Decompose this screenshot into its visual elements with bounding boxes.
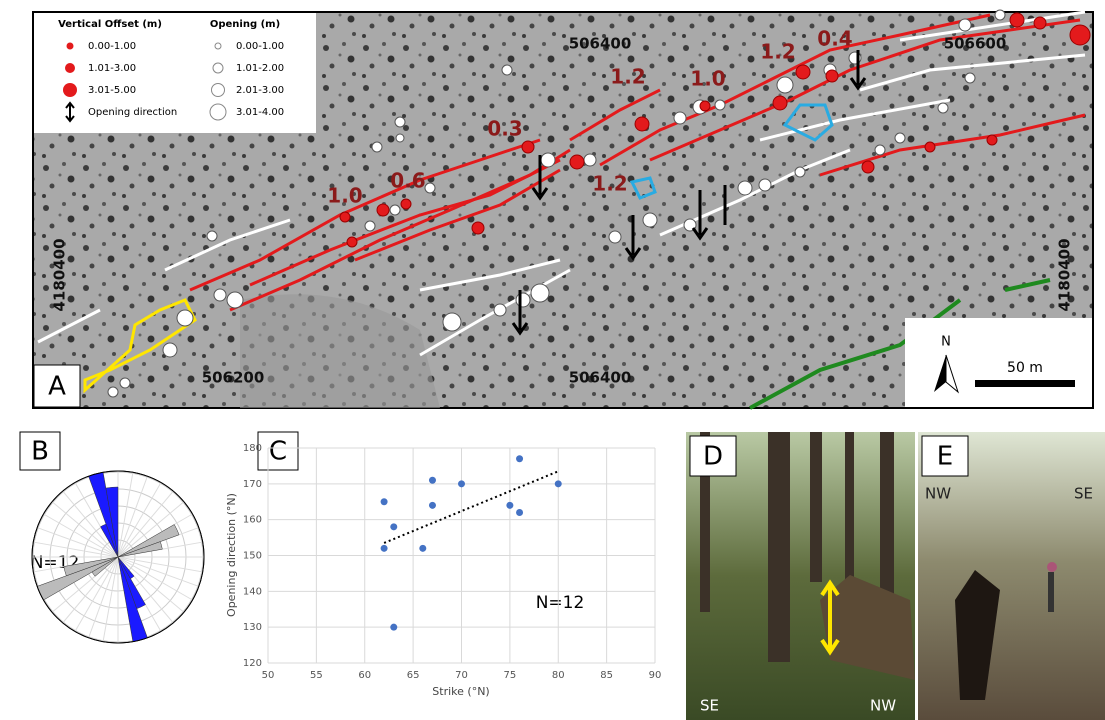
coord-label: 506200 <box>202 369 265 387</box>
x-tick-label: 85 <box>600 670 613 681</box>
map-panel: 1.0 0.6 0.3 1.2 1.2 1.0 1.2 0.4 506400 5… <box>33 10 1093 408</box>
y-tick-label: 180 <box>243 443 262 454</box>
x-tick-label: 65 <box>407 670 420 681</box>
coord-label: 4180400 <box>1056 238 1074 311</box>
trendline <box>384 471 558 543</box>
y-tick-label: 170 <box>243 479 262 490</box>
photo-label: SE <box>700 697 719 715</box>
photo-label: NW <box>925 485 951 503</box>
scale-box <box>905 318 1092 407</box>
panel-label: B <box>31 437 49 467</box>
person <box>1047 562 1057 572</box>
photo-label: NW <box>870 697 896 715</box>
legend-symbol <box>63 83 77 97</box>
coord-label: 506400 <box>569 35 632 53</box>
legend-title: Vertical Offset (m) <box>58 19 162 30</box>
x-tick-label: 60 <box>358 670 371 681</box>
offset-label: 0.6 <box>390 169 425 193</box>
legend-item: 3.01-4.00 <box>236 107 284 118</box>
panel-label: C <box>269 437 287 467</box>
scatter-point <box>555 480 562 487</box>
offset-label: 1.2 <box>592 172 627 196</box>
legend-item: 2.01-3.00 <box>236 85 284 96</box>
x-tick-label: 90 <box>649 670 662 681</box>
legend-item: 1.01-3.00 <box>88 63 136 74</box>
legend-title: Opening (m) <box>210 19 280 30</box>
offset-label: 0.4 <box>817 27 852 51</box>
photo-d: D SE NW <box>686 432 915 720</box>
scatter-point <box>390 624 397 631</box>
y-tick-label: 120 <box>243 658 262 669</box>
legend-item: 0.00-1.00 <box>236 41 284 52</box>
scatter-panel: C Strike (°N) Opening direction (°N) N=1… <box>225 432 661 698</box>
north-label: N <box>941 335 951 350</box>
rose-panel: B N=12 <box>20 432 204 643</box>
legend-item: 3.01-5.00 <box>88 85 136 96</box>
y-tick-label: 150 <box>243 551 262 562</box>
y-tick-label: 140 <box>243 586 262 597</box>
y-axis-label: Opening direction (°N) <box>225 493 238 617</box>
panel-label: E <box>937 442 953 472</box>
scatter-point <box>381 545 388 552</box>
x-tick-label: 55 <box>310 670 323 681</box>
scale-bar <box>975 380 1075 387</box>
x-tick-label: 50 <box>262 670 275 681</box>
legend-item: Opening direction <box>88 107 177 118</box>
figure: 1.0 0.6 0.3 1.2 1.2 1.0 1.2 0.4 506400 5… <box>0 0 1105 720</box>
offset-label: 1.2 <box>610 65 645 89</box>
legend-symbol <box>67 43 74 50</box>
scatter-point <box>419 545 426 552</box>
x-tick-label: 80 <box>552 670 565 681</box>
legend-symbol <box>65 63 75 73</box>
panel-label: D <box>703 442 723 472</box>
scale-label: 50 m <box>1007 360 1043 376</box>
x-tick-label: 75 <box>504 670 517 681</box>
coord-label: 506600 <box>944 35 1007 53</box>
offset-label: 1.2 <box>760 40 795 64</box>
scatter-point <box>390 523 397 530</box>
panel-label: A <box>48 372 66 402</box>
chart-annotation: N=12 <box>536 593 585 613</box>
page: 1.0 0.6 0.3 1.2 1.2 1.0 1.2 0.4 506400 5… <box>0 0 1105 720</box>
coord-label: 4180400 <box>51 238 69 311</box>
x-tick-label: 70 <box>455 670 468 681</box>
legend-item: 0.00-1.00 <box>88 41 136 52</box>
coord-label: 506400 <box>569 369 632 387</box>
offset-label: 1.0 <box>327 184 362 208</box>
scatter-point <box>516 509 523 516</box>
photo-label: SE <box>1074 485 1093 503</box>
offset-label: 1.0 <box>690 67 725 91</box>
legend-item: 1.01-2.00 <box>236 63 284 74</box>
y-tick-label: 160 <box>243 515 262 526</box>
scatter-point <box>429 502 436 509</box>
photo-e: E NW SE <box>918 432 1105 720</box>
y-tick-label: 130 <box>243 622 262 633</box>
scatter-point <box>458 480 465 487</box>
scatter-point <box>381 498 388 505</box>
x-axis-label: Strike (°N) <box>432 685 489 698</box>
person <box>1048 572 1054 612</box>
scatter-point <box>516 455 523 462</box>
scatter-point <box>506 502 513 509</box>
offset-label: 0.3 <box>487 117 522 141</box>
scatter-point <box>429 477 436 484</box>
